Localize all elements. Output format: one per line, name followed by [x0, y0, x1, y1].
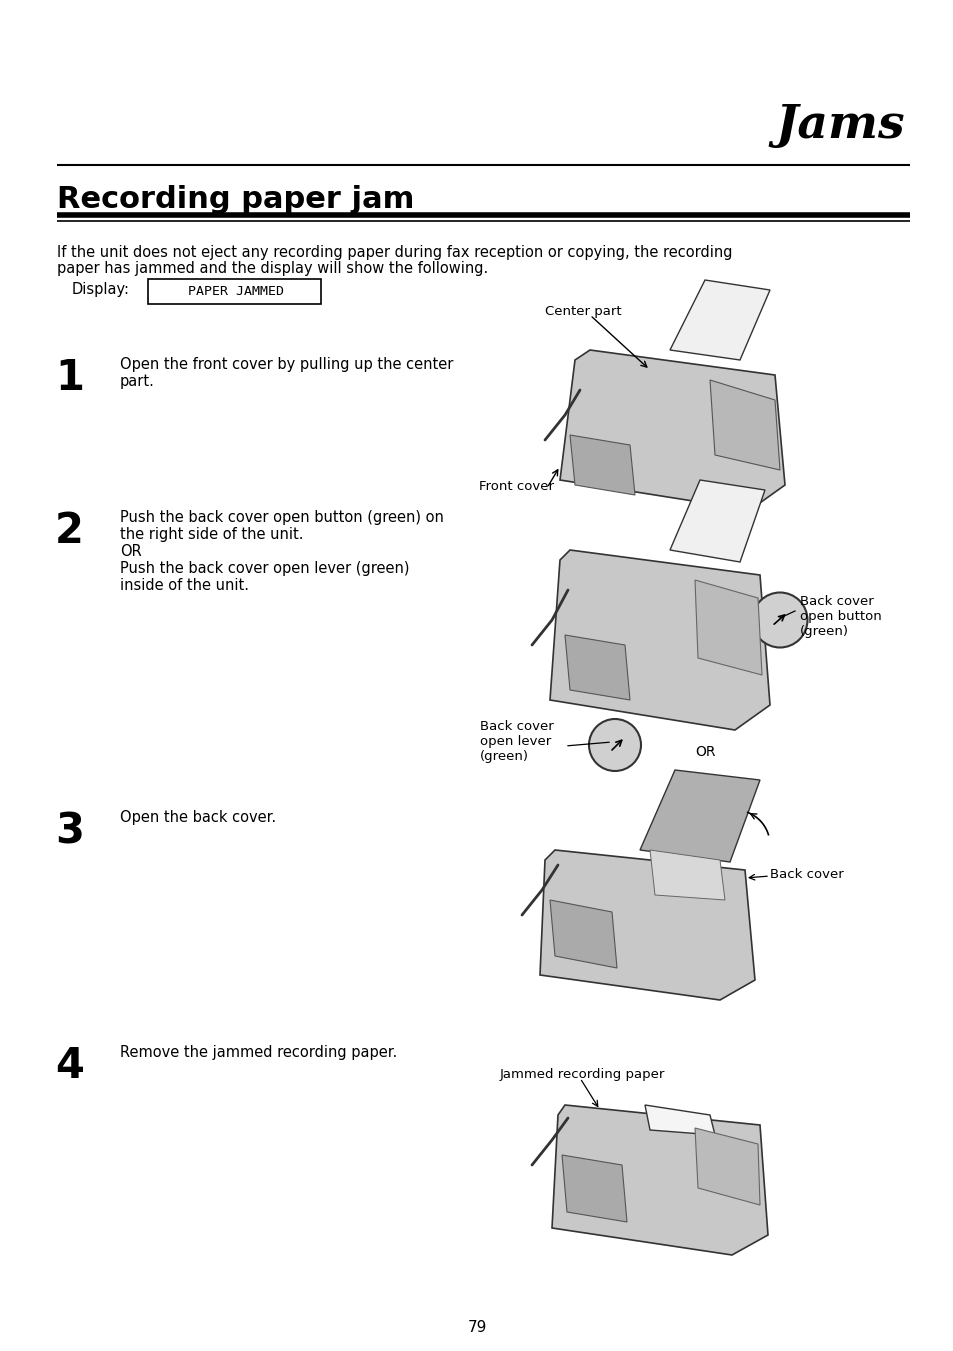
Polygon shape [695, 1128, 760, 1205]
Text: part.: part. [120, 374, 154, 389]
Text: Center part: Center part [544, 305, 621, 317]
Polygon shape [550, 900, 617, 969]
Polygon shape [552, 1105, 767, 1255]
Text: the right side of the unit.: the right side of the unit. [120, 527, 303, 542]
Text: (green): (green) [800, 626, 848, 638]
Polygon shape [569, 435, 635, 494]
Text: Back cover: Back cover [800, 594, 873, 608]
Polygon shape [709, 380, 780, 470]
Text: OR: OR [695, 744, 715, 759]
Polygon shape [695, 580, 761, 676]
Text: 1: 1 [55, 357, 84, 399]
Polygon shape [669, 480, 764, 562]
Text: Remove the jammed recording paper.: Remove the jammed recording paper. [120, 1046, 396, 1061]
Text: PAPER JAMMED: PAPER JAMMED [188, 285, 284, 299]
Polygon shape [550, 550, 769, 730]
Polygon shape [644, 1105, 714, 1135]
Polygon shape [561, 1155, 626, 1223]
Text: Jams: Jams [775, 101, 904, 149]
Text: Open the back cover.: Open the back cover. [120, 811, 275, 825]
Text: Front cover: Front cover [478, 480, 554, 493]
Text: 79: 79 [467, 1320, 486, 1335]
Text: open lever: open lever [479, 735, 551, 748]
FancyBboxPatch shape [149, 278, 321, 304]
Text: open button: open button [800, 611, 881, 623]
Ellipse shape [752, 593, 806, 647]
Polygon shape [639, 770, 760, 862]
Text: 3: 3 [55, 811, 84, 852]
Polygon shape [559, 350, 784, 509]
Polygon shape [669, 280, 769, 359]
Text: If the unit does not eject any recording paper during fax reception or copying, : If the unit does not eject any recording… [57, 245, 732, 259]
Text: Push the back cover open button (green) on: Push the back cover open button (green) … [120, 509, 443, 526]
Text: OR: OR [120, 544, 142, 559]
Ellipse shape [588, 719, 640, 771]
Polygon shape [539, 850, 754, 1000]
Text: inside of the unit.: inside of the unit. [120, 578, 249, 593]
Text: 2: 2 [55, 509, 84, 553]
Text: (green): (green) [479, 750, 529, 763]
Text: Recording paper jam: Recording paper jam [57, 185, 414, 213]
Text: Jammed recording paper: Jammed recording paper [499, 1069, 664, 1081]
Text: paper has jammed and the display will show the following.: paper has jammed and the display will sh… [57, 261, 488, 276]
Text: 4: 4 [55, 1046, 84, 1088]
Text: Open the front cover by pulling up the center: Open the front cover by pulling up the c… [120, 357, 453, 372]
Polygon shape [649, 850, 724, 900]
Text: Push the back cover open lever (green): Push the back cover open lever (green) [120, 561, 409, 576]
Polygon shape [564, 635, 629, 700]
Text: Display:: Display: [71, 282, 130, 297]
Text: Back cover: Back cover [769, 867, 842, 881]
Text: Back cover: Back cover [479, 720, 553, 734]
